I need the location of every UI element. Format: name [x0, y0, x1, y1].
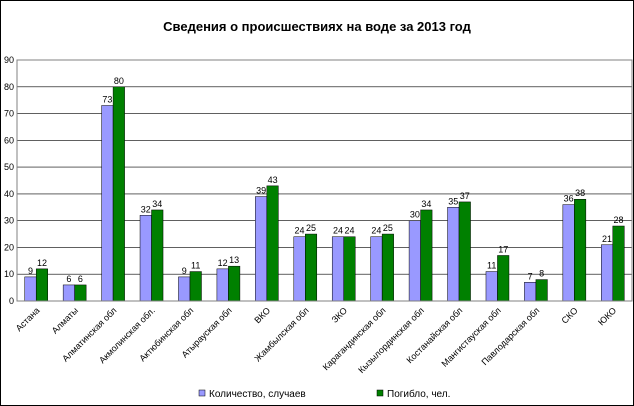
- data-label: 36: [564, 194, 574, 204]
- x-tick-label: ВКО: [252, 305, 272, 325]
- bar-quantity: [601, 244, 614, 302]
- data-label: 34: [421, 199, 431, 209]
- data-label: 24: [295, 226, 305, 236]
- bar-quantity: [370, 236, 383, 302]
- bar-quantity: [447, 207, 460, 302]
- legend: Количество, случаев Погибло, чел.: [198, 388, 450, 400]
- data-label: 17: [498, 244, 508, 254]
- x-tick-label: ЮКО: [596, 305, 618, 327]
- bar-quantity: [255, 196, 268, 302]
- data-label: 80: [114, 76, 124, 86]
- data-label: 12: [37, 258, 47, 268]
- bar-deaths: [74, 284, 87, 302]
- data-label: 24: [333, 226, 343, 236]
- bar-deaths: [266, 185, 279, 302]
- bar-deaths: [35, 268, 48, 302]
- y-tick-label: 80: [4, 82, 14, 92]
- bar-deaths: [497, 255, 510, 302]
- data-label: 37: [460, 191, 470, 201]
- bar-deaths: [420, 209, 433, 302]
- bar-quantity: [101, 105, 114, 302]
- data-label: 12: [218, 258, 228, 268]
- data-label: 6: [66, 274, 71, 284]
- data-label: 9: [182, 266, 187, 276]
- data-label: 24: [344, 226, 354, 236]
- legend-label-quantity: Количество, случаев: [209, 389, 306, 400]
- bar-deaths: [189, 271, 202, 302]
- bar-deaths: [458, 201, 471, 302]
- data-label: 73: [102, 95, 112, 105]
- y-tick-label: 50: [4, 162, 14, 172]
- bar-deaths: [612, 225, 625, 302]
- y-axis-ticks: 0 10 20 30 40 50 60 70 80 90: [4, 55, 14, 306]
- data-label: 38: [575, 188, 585, 198]
- bar-quantity: [485, 271, 498, 302]
- bar-quantity: [178, 276, 191, 302]
- bar-deaths: [151, 209, 164, 302]
- y-tick-label: 40: [4, 189, 14, 199]
- data-label: 8: [539, 269, 544, 279]
- data-label: 11: [191, 261, 200, 271]
- data-label: 21: [602, 234, 612, 244]
- bar-quantity: [62, 284, 75, 302]
- bar-deaths: [574, 198, 587, 302]
- bar-quantity: [24, 276, 37, 302]
- y-tick-label: 90: [4, 55, 14, 65]
- bar-deaths: [305, 233, 318, 302]
- data-label: 30: [410, 210, 420, 220]
- data-label: 7: [528, 271, 533, 281]
- data-label: 34: [152, 199, 162, 209]
- x-tick-label: ЗКО: [330, 305, 350, 325]
- x-tick-label: Кызылординская обл: [356, 305, 426, 375]
- bars: [24, 86, 625, 302]
- plot-area-border: [16, 59, 633, 302]
- data-label: 11: [487, 261, 496, 271]
- bar-deaths: [343, 236, 356, 302]
- bar-deaths: [228, 265, 241, 302]
- data-label: 32: [141, 204, 151, 214]
- chart-title: Сведения о происшествиях на воде за 2013…: [163, 19, 471, 34]
- legend-label-deaths: Погибло, чел.: [387, 388, 450, 400]
- y-tick-label: 30: [4, 216, 14, 226]
- data-label: 13: [229, 255, 239, 265]
- bar-deaths: [112, 86, 125, 302]
- data-label: 25: [383, 223, 393, 233]
- bar-quantity: [293, 236, 306, 302]
- bar-quantity: [331, 236, 344, 302]
- x-tick-label: Алматы: [50, 305, 80, 335]
- bar-quantity: [524, 282, 537, 302]
- y-tick-label: 70: [4, 109, 14, 119]
- bar-deaths: [381, 233, 394, 302]
- x-tick-label: СКО: [559, 305, 579, 325]
- legend-swatch-quantity: [198, 389, 206, 397]
- data-label: 6: [78, 274, 83, 284]
- y-tick-label: 60: [4, 135, 14, 145]
- legend-swatch-deaths: [376, 389, 384, 397]
- data-label: 25: [306, 223, 316, 233]
- data-label: 43: [268, 175, 278, 185]
- x-tick-label: Астана: [14, 305, 42, 333]
- bar-deaths: [535, 279, 548, 302]
- y-tick-label: 20: [4, 242, 14, 252]
- data-label: 9: [28, 266, 33, 276]
- data-label: 35: [448, 196, 458, 206]
- data-label: 24: [371, 226, 381, 236]
- y-tick-label: 10: [4, 269, 14, 279]
- bar-quantity: [139, 215, 152, 302]
- data-label: 39: [256, 186, 266, 196]
- data-label: 28: [614, 215, 624, 225]
- bar-quantity: [408, 220, 421, 302]
- bar-quantity: [562, 204, 575, 302]
- bar-quantity: [216, 268, 229, 302]
- y-tick-label: 0: [9, 296, 14, 306]
